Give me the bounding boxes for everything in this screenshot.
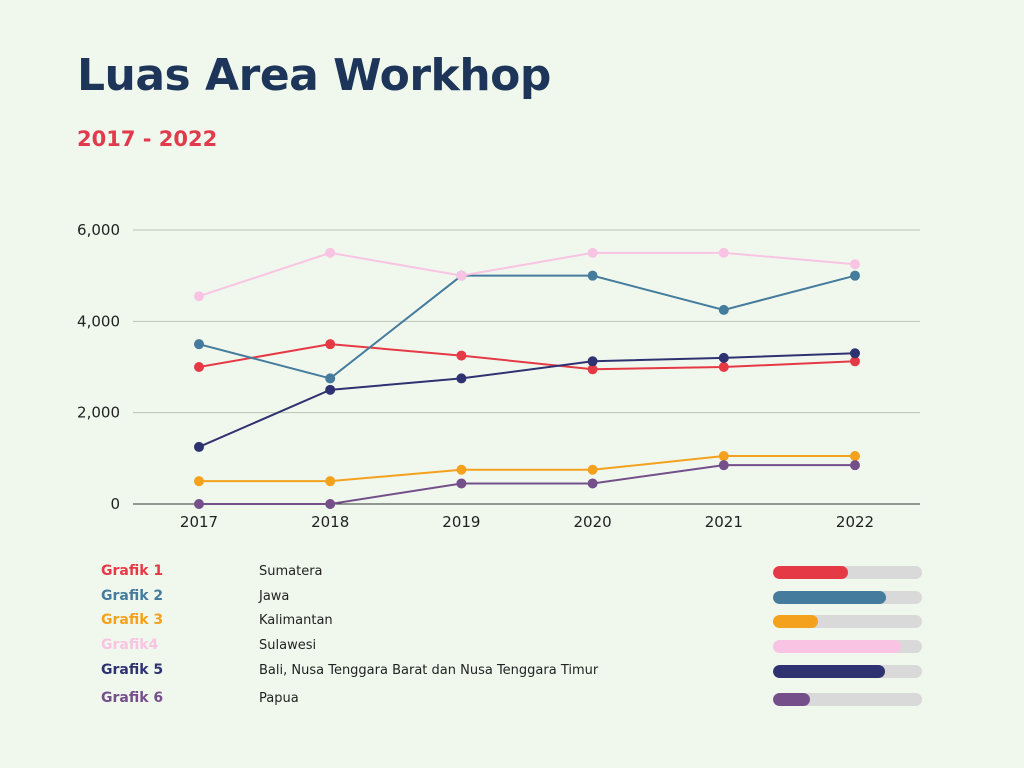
data-point: [587, 364, 598, 375]
data-point: [850, 270, 860, 281]
series-line: [198, 274, 856, 380]
x-tick-label: 2018: [311, 513, 349, 531]
y-axis-ticks: 0 2,000 4,000 6,000: [77, 221, 120, 513]
data-point: [194, 339, 204, 350]
y-tick-label: 0: [110, 495, 120, 513]
x-tick-label: 2019: [442, 513, 480, 531]
data-point: [850, 259, 860, 270]
data-point: [325, 373, 336, 384]
data-point: [587, 247, 598, 258]
data-point: [325, 384, 336, 395]
data-point: [587, 270, 598, 281]
series: [194, 451, 860, 487]
series-line: [199, 455, 855, 483]
data-point: [587, 464, 598, 475]
series-line: [198, 251, 856, 298]
data-point: [587, 478, 598, 489]
data-point: [194, 291, 204, 302]
data-point: [718, 247, 729, 258]
chart-grid: [133, 229, 920, 505]
series: [194, 460, 860, 509]
data-point: [456, 270, 467, 281]
series-line: [199, 464, 855, 505]
chart-series: [194, 247, 860, 509]
data-point: [456, 350, 467, 361]
x-tick-label: 2020: [574, 513, 612, 531]
data-point: [456, 464, 467, 475]
series: [194, 247, 860, 302]
x-tick-label: 2022: [836, 513, 874, 531]
data-point: [325, 476, 336, 487]
y-tick-label: 6,000: [77, 221, 120, 239]
series: [194, 270, 860, 384]
data-point: [718, 352, 729, 363]
x-axis-ticks: 2017 2018 2019 2020 2021 2022: [180, 513, 874, 531]
series: [194, 348, 860, 452]
data-point: [456, 373, 467, 384]
series: [194, 339, 860, 375]
data-point: [325, 339, 336, 350]
data-point: [718, 304, 729, 315]
data-point: [587, 356, 598, 367]
data-point: [850, 348, 860, 359]
data-point: [194, 362, 204, 372]
data-point: [194, 441, 204, 452]
page-subtitle: 2017 - 2022: [77, 127, 218, 151]
y-tick-label: 2,000: [77, 404, 120, 422]
data-point: [718, 460, 729, 471]
data-point: [850, 460, 860, 471]
x-tick-label: 2017: [180, 513, 218, 531]
y-tick-label: 4,000: [77, 312, 120, 330]
data-point: [718, 362, 729, 372]
data-point: [456, 478, 467, 489]
page-title: Luas Area Workhop: [77, 50, 551, 101]
data-point: [194, 499, 204, 509]
series-line: [198, 343, 856, 371]
series-line: [198, 352, 856, 448]
data-point: [718, 451, 729, 462]
data-point: [850, 356, 860, 367]
data-point: [850, 451, 860, 462]
data-point: [194, 476, 204, 487]
x-tick-label: 2021: [705, 513, 743, 531]
data-point: [325, 247, 336, 258]
data-point: [325, 499, 336, 509]
